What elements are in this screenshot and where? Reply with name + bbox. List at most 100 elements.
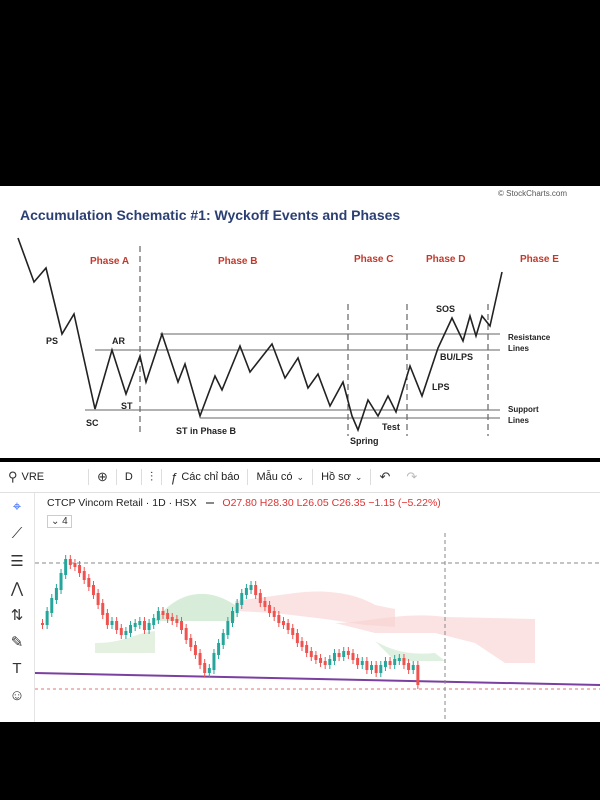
trendline-tool[interactable]: ⟋ xyxy=(0,520,34,547)
profile-button[interactable]: Hồ sơ ⌄ xyxy=(313,462,370,492)
candle-body xyxy=(397,658,401,661)
top-toolbar: ⚲ VRE ⊕ D ⫶ ƒ Các chỉ báo Mẫu có ⌄ Hồ sơ… xyxy=(0,462,600,493)
wyckoff-diagram: © StockCharts.com Accumulation Schematic… xyxy=(17,189,567,446)
candle-body xyxy=(379,665,383,673)
candle-body xyxy=(147,623,151,630)
symbol-search[interactable]: ⚲ VRE xyxy=(0,462,88,492)
emoji-tool[interactable]: ☺ xyxy=(0,682,34,709)
phase-a-label: Phase A xyxy=(90,256,129,267)
candle-body xyxy=(314,655,318,660)
candle-body xyxy=(189,638,193,647)
candle-body xyxy=(356,658,360,665)
candle-body xyxy=(96,593,100,605)
candle-body xyxy=(365,661,369,670)
candle-body xyxy=(235,603,239,613)
crosshair-tool[interactable]: ⌖ xyxy=(0,493,34,520)
indicators-toggle[interactable]: ⌄ 4 xyxy=(47,515,72,528)
candle-body xyxy=(110,621,114,625)
fib-icon: ☰ xyxy=(10,552,24,570)
brush-icon: ✎ xyxy=(10,633,24,651)
candle-body xyxy=(370,665,374,670)
event-test: Test xyxy=(382,422,400,432)
symbol-name: CTCP Vincom Retail · 1D · HSX xyxy=(47,497,197,509)
chart-type-button[interactable]: ⫶ xyxy=(142,462,161,492)
phase-c-label: Phase C xyxy=(354,254,393,265)
compare-button[interactable]: ⊕ xyxy=(89,462,116,492)
function-icon: ƒ xyxy=(170,469,178,485)
phase-b-label: Phase B xyxy=(218,256,257,267)
candle-body xyxy=(393,659,397,665)
candle-body xyxy=(124,631,128,635)
cloud-green xyxy=(155,593,235,621)
open-value: O27.80 xyxy=(222,497,257,509)
candle-body xyxy=(41,623,44,625)
candle-body xyxy=(64,559,68,575)
interval-button[interactable]: D xyxy=(117,462,141,492)
brush-tool[interactable]: ✎ xyxy=(0,628,34,655)
redo-button[interactable]: ↷ xyxy=(398,462,425,492)
resistance-label-2: Lines xyxy=(508,344,529,353)
candle-body xyxy=(231,611,234,623)
candle-body xyxy=(221,633,225,645)
pattern-tool[interactable]: ⋀ xyxy=(0,574,34,601)
candlestick-chart[interactable] xyxy=(34,493,600,722)
measure-tool[interactable]: ⇅ xyxy=(0,601,34,628)
text-icon: T xyxy=(12,660,22,677)
candle-body xyxy=(268,605,272,613)
candle-body xyxy=(240,593,244,605)
candle-body xyxy=(129,625,133,633)
candle-body xyxy=(59,573,63,590)
event-spring: Spring xyxy=(350,436,379,446)
measure-icon: ⇅ xyxy=(10,606,24,624)
interval-label: D xyxy=(124,471,133,483)
candle-body xyxy=(407,663,411,670)
phase-e-label: Phase E xyxy=(520,254,559,265)
candle-body xyxy=(360,661,364,665)
candle-body xyxy=(87,578,91,587)
candle-body xyxy=(101,603,105,615)
candles-group xyxy=(41,555,420,689)
candle-body xyxy=(50,598,54,613)
candles-icon: ⫶ xyxy=(149,469,154,484)
cloud-red xyxy=(235,591,395,627)
add-circle-icon: ⊕ xyxy=(97,469,108,484)
price-chart[interactable]: CTCP Vincom Retail · 1D · HSX O27.80 H28… xyxy=(34,493,600,722)
candle-body xyxy=(152,618,156,625)
resistance-label-1: Resistance xyxy=(508,333,551,342)
undo-button[interactable]: ↶ xyxy=(371,462,398,492)
toolbar-separator xyxy=(247,469,249,485)
candle-body xyxy=(138,621,142,625)
emoji-icon: ☺ xyxy=(9,687,25,704)
trading-panel: ⚲ VRE ⊕ D ⫶ ƒ Các chỉ báo Mẫu có ⌄ Hồ sơ… xyxy=(0,462,600,722)
candle-body xyxy=(281,621,285,625)
candle-body xyxy=(54,588,58,600)
candle-body xyxy=(411,665,415,670)
text-tool[interactable]: T xyxy=(0,655,34,682)
indicators-button[interactable]: ƒ Các chỉ báo xyxy=(162,462,247,492)
search-icon: ⚲ xyxy=(8,469,18,484)
candle-body xyxy=(263,601,267,607)
event-bu-lps: BU/LPS xyxy=(440,352,473,362)
candle-body xyxy=(254,585,258,595)
candle-body xyxy=(175,619,179,623)
templates-button[interactable]: Mẫu có ⌄ xyxy=(248,462,312,492)
candle-body xyxy=(184,628,188,640)
candle-body xyxy=(319,658,323,663)
toolbar-separator xyxy=(140,469,142,485)
change-value: −1.15 (−5.22%) xyxy=(368,497,441,509)
credit: © StockCharts.com xyxy=(498,189,567,198)
chevron-down-icon: ⌄ xyxy=(51,516,63,527)
fib-tool[interactable]: ☰ xyxy=(0,547,34,574)
candle-body xyxy=(198,653,202,665)
support-label-1: Support xyxy=(508,405,539,414)
candle-body xyxy=(342,651,346,657)
diagram-title: Accumulation Schematic #1: Wyckoff Event… xyxy=(20,207,400,223)
candle-body xyxy=(351,653,355,660)
candle-body xyxy=(161,611,165,615)
toolbar-separator xyxy=(161,469,163,485)
candle-body xyxy=(328,659,332,665)
crosshair-icon: ⌖ xyxy=(12,498,22,515)
event-sc: SC xyxy=(86,418,99,428)
support-trendline xyxy=(34,672,600,686)
candle-body xyxy=(258,593,262,603)
